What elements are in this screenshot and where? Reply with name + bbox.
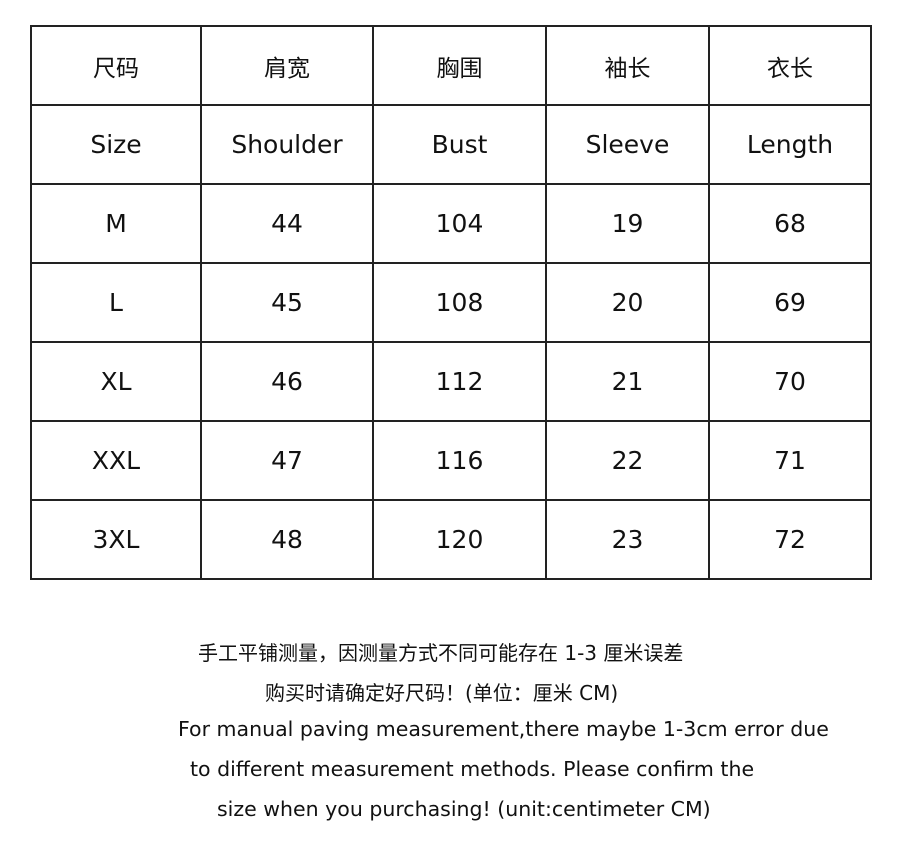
cell-length: 72 xyxy=(708,499,872,580)
note-en-line-2: to different measurement methods. Please… xyxy=(190,757,755,781)
cell-shoulder: 46 xyxy=(200,341,374,422)
note-en-line-1: For manual paving measurement,there mayb… xyxy=(178,717,829,741)
header-sleeve: Sleeve xyxy=(545,104,710,185)
header-length: Length xyxy=(708,104,872,185)
cell-shoulder: 44 xyxy=(200,183,374,264)
size-chart-table: 尺码 肩宽 胸围 袖长 衣长 Size Shoulder Bust Sleeve… xyxy=(30,25,872,580)
cell-sleeve: 22 xyxy=(545,420,710,501)
cell-bust: 104 xyxy=(372,183,547,264)
cell-size: L xyxy=(30,262,202,343)
cell-size: XL xyxy=(30,341,202,422)
table-row: XL 46 112 21 70 xyxy=(30,341,872,422)
cell-size: XXL xyxy=(30,420,202,501)
cell-length: 69 xyxy=(708,262,872,343)
cell-sleeve: 23 xyxy=(545,499,710,580)
header-cn-shoulder: 肩宽 xyxy=(200,25,374,106)
header-cn-size: 尺码 xyxy=(30,25,202,106)
cell-bust: 116 xyxy=(372,420,547,501)
header-shoulder: Shoulder xyxy=(200,104,374,185)
cell-size: M xyxy=(30,183,202,264)
header-size: Size xyxy=(30,104,202,185)
cell-shoulder: 47 xyxy=(200,420,374,501)
note-cn-line-2: 购买时请确定好尺码！(单位：厘米 CM) xyxy=(265,681,619,705)
cell-size: 3XL xyxy=(30,499,202,580)
cell-sleeve: 21 xyxy=(545,341,710,422)
note-cn-line-1: 手工平铺测量，因测量方式不同可能存在 1-3 厘米误差 xyxy=(198,641,684,665)
table-row: M 44 104 19 68 xyxy=(30,183,872,264)
cell-sleeve: 19 xyxy=(545,183,710,264)
table-row: L 45 108 20 69 xyxy=(30,262,872,343)
cell-bust: 108 xyxy=(372,262,547,343)
header-row-chinese: 尺码 肩宽 胸围 袖长 衣长 xyxy=(30,25,872,106)
cell-length: 71 xyxy=(708,420,872,501)
cell-bust: 112 xyxy=(372,341,547,422)
header-cn-bust: 胸围 xyxy=(372,25,547,106)
header-row-english: Size Shoulder Bust Sleeve Length xyxy=(30,104,872,185)
cell-length: 70 xyxy=(708,341,872,422)
header-cn-length: 衣长 xyxy=(708,25,872,106)
table-row: 3XL 48 120 23 72 xyxy=(30,499,872,580)
cell-sleeve: 20 xyxy=(545,262,710,343)
note-en-line-3: size when you purchasing! (unit:centimet… xyxy=(217,797,711,821)
cell-bust: 120 xyxy=(372,499,547,580)
cell-length: 68 xyxy=(708,183,872,264)
cell-shoulder: 48 xyxy=(200,499,374,580)
header-bust: Bust xyxy=(372,104,547,185)
cell-shoulder: 45 xyxy=(200,262,374,343)
table-row: XXL 47 116 22 71 xyxy=(30,420,872,501)
header-cn-sleeve: 袖长 xyxy=(545,25,710,106)
